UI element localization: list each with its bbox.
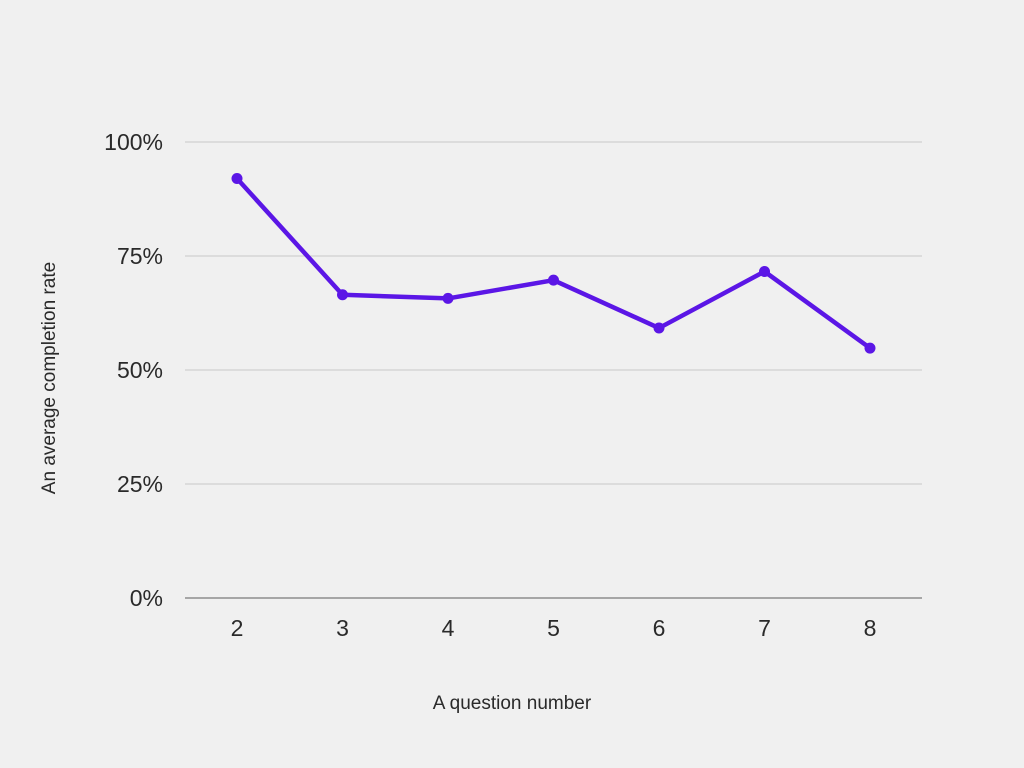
series-line bbox=[234, 176, 873, 351]
data-point bbox=[231, 172, 243, 184]
gridlines bbox=[185, 141, 922, 599]
y-axis-ticks: 0% 25% 50% 75% 100% bbox=[104, 129, 163, 611]
x-tick-label: 7 bbox=[758, 615, 771, 641]
data-point bbox=[337, 289, 348, 301]
x-tick-label: 2 bbox=[231, 615, 244, 641]
data-point bbox=[759, 266, 770, 278]
x-tick-label: 3 bbox=[336, 615, 349, 641]
x-tick-label: 6 bbox=[653, 615, 666, 641]
y-tick-label: 75% bbox=[117, 243, 163, 269]
x-tick-label: 8 bbox=[864, 615, 877, 641]
data-point bbox=[548, 274, 559, 286]
data-point bbox=[442, 292, 454, 304]
series-group bbox=[231, 172, 876, 354]
y-axis-title: An average completion rate bbox=[39, 262, 60, 494]
y-tick-label: 25% bbox=[117, 471, 163, 497]
y-tick-label: 50% bbox=[117, 357, 163, 383]
x-axis-ticks: 2 3 4 5 6 7 8 bbox=[231, 615, 877, 641]
x-tick-label: 5 bbox=[547, 615, 560, 641]
x-tick-label: 4 bbox=[442, 615, 455, 641]
x-axis-title: A question number bbox=[433, 693, 592, 714]
y-tick-label: 0% bbox=[130, 585, 163, 611]
y-tick-label: 100% bbox=[104, 129, 163, 155]
data-point bbox=[864, 342, 876, 354]
data-point bbox=[653, 322, 665, 334]
